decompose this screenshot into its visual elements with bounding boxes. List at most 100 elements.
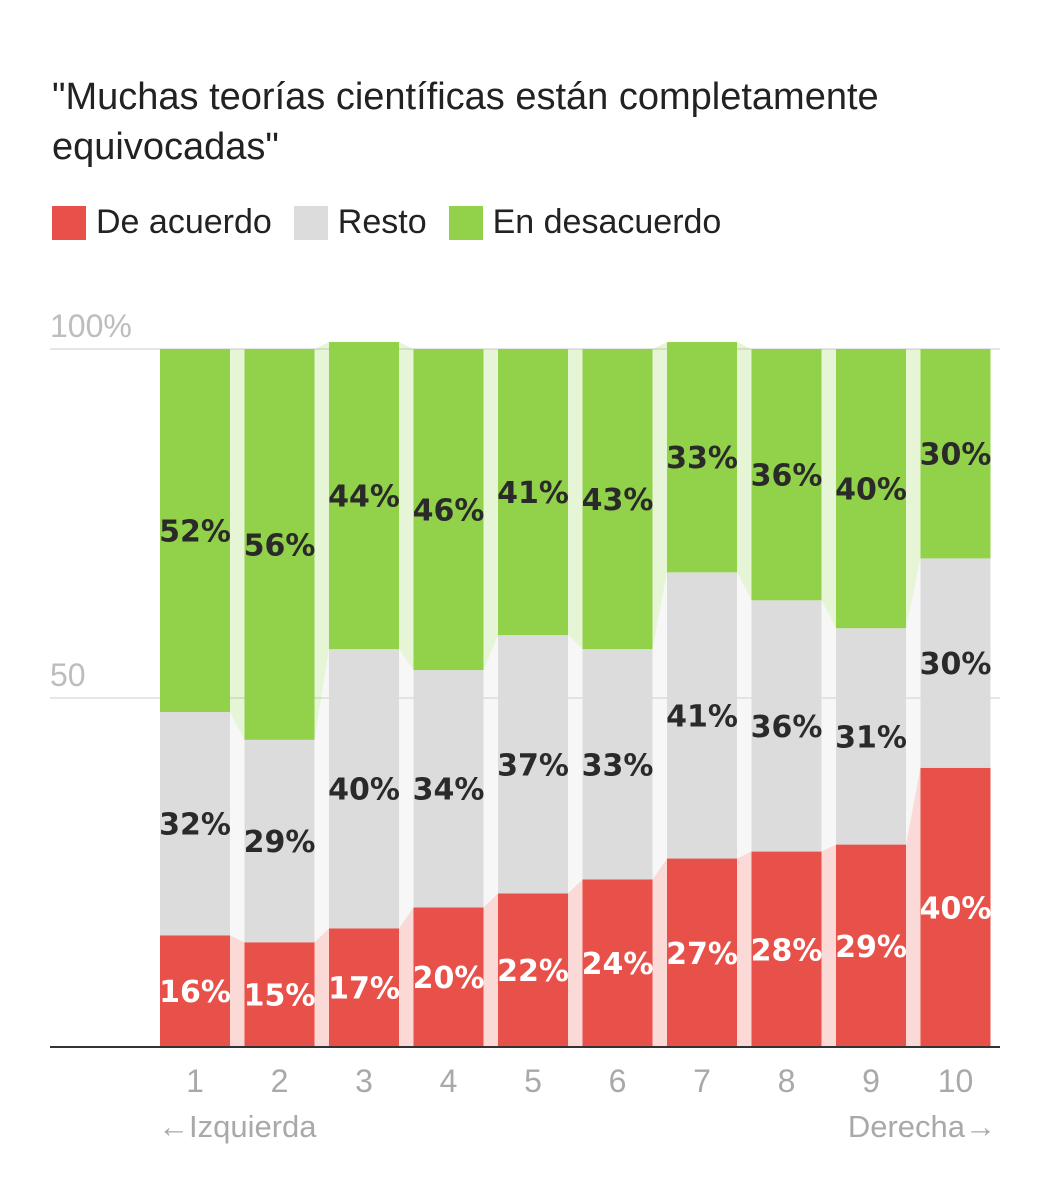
bar-resto-6 (582, 649, 653, 880)
connector-2-9-10 (906, 349, 921, 629)
connector-1-1-2 (230, 711, 245, 943)
data-label-de-acuerdo-6: 24% (582, 947, 654, 982)
data-label-en-desacuerdo-2: 56% (244, 528, 316, 563)
legend-label-en-desacuerdo: En desacuerdo (492, 203, 722, 241)
connector-1-8-9 (821, 600, 836, 852)
bar-de-acuerdo-10 (920, 767, 991, 1047)
x-tick-label-6: 6 (609, 1063, 627, 1099)
legend-label-resto: Resto (337, 203, 427, 241)
data-label-en-desacuerdo-3: 44% (328, 480, 400, 515)
bar-de-acuerdo-8 (751, 851, 822, 1047)
data-label-en-desacuerdo-8: 36% (751, 459, 823, 494)
data-label-resto-5: 37% (497, 748, 569, 783)
connector-1-6-7 (652, 572, 667, 880)
bar-resto-1 (160, 711, 230, 936)
connector-0-4-5 (483, 893, 498, 1047)
y-tick-label-50: 50 (50, 657, 86, 693)
connector-2-5-6 (568, 349, 583, 650)
connector-0-5-6 (568, 879, 583, 1047)
bar-de-acuerdo-1 (160, 935, 230, 1047)
x-tick-label-1: 1 (186, 1063, 204, 1099)
bar-de-acuerdo-6 (582, 879, 653, 1047)
connector-1-4-5 (483, 635, 498, 908)
data-label-resto-8: 36% (751, 710, 823, 745)
data-label-de-acuerdo-4: 20% (413, 961, 485, 996)
connector-1-9-10 (906, 558, 921, 845)
bar-en-desacuerdo-9 (836, 349, 906, 629)
connector-2-1-2 (230, 349, 245, 740)
data-label-en-desacuerdo-1: 52% (159, 514, 231, 549)
connector-2-7-8 (737, 342, 752, 601)
data-label-resto-4: 34% (413, 773, 485, 808)
bar-en-desacuerdo-2 (244, 349, 315, 740)
data-label-resto-3: 40% (328, 773, 400, 808)
bar-resto-7 (667, 572, 737, 859)
bar-resto-3 (329, 649, 399, 929)
data-label-resto-2: 29% (244, 825, 316, 860)
bar-resto-2 (244, 739, 315, 943)
data-label-de-acuerdo-8: 28% (751, 933, 823, 968)
connector-0-1-2 (230, 935, 245, 1047)
bar-resto-9 (836, 628, 906, 845)
x-tick-label-2: 2 (271, 1063, 289, 1099)
connector-2-6-7 (652, 342, 667, 650)
data-label-en-desacuerdo-4: 46% (413, 494, 485, 529)
legend-swatch-en-desacuerdo (448, 205, 483, 240)
x-tick-label-4: 4 (440, 1063, 458, 1099)
connector-1-2-3 (314, 649, 329, 943)
legend: De acuerdo Resto En desacuerdo (52, 203, 743, 242)
bar-en-desacuerdo-6 (582, 349, 653, 650)
legend-swatch-de-acuerdo (52, 205, 86, 240)
data-label-en-desacuerdo-7: 33% (666, 441, 738, 476)
data-label-resto-6: 33% (582, 748, 654, 783)
data-label-de-acuerdo-3: 17% (328, 972, 400, 1007)
bar-resto-10 (920, 558, 991, 768)
x-end-label-left: ←Izquierda (158, 1109, 317, 1144)
connector-0-3-4 (399, 907, 414, 1047)
data-label-en-desacuerdo-9: 40% (835, 473, 907, 508)
x-end-label-right: Derecha→ (848, 1109, 996, 1144)
connector-1-5-6 (568, 635, 583, 894)
bar-de-acuerdo-7 (667, 858, 737, 1047)
data-label-de-acuerdo-2: 15% (244, 979, 316, 1014)
data-label-en-desacuerdo-6: 43% (582, 483, 654, 518)
x-tick-label-10: 10 (938, 1063, 974, 1099)
connector-2-8-9 (821, 349, 836, 629)
bar-en-desacuerdo-1 (160, 349, 230, 712)
data-label-resto-10: 30% (920, 647, 992, 682)
bar-en-desacuerdo-3 (329, 342, 399, 650)
x-tick-label-8: 8 (778, 1063, 796, 1099)
data-label-de-acuerdo-1: 16% (159, 975, 231, 1010)
bar-de-acuerdo-3 (329, 928, 399, 1047)
x-tick-label-9: 9 (862, 1063, 880, 1099)
connector-1-7-8 (737, 572, 752, 859)
y-tick-label-100: 100% (50, 308, 132, 344)
bar-en-desacuerdo-10 (920, 349, 991, 559)
x-tick-label-5: 5 (524, 1063, 542, 1099)
bar-resto-4 (413, 670, 484, 908)
connector-0-2-3 (314, 928, 329, 1047)
connector-2-2-3 (314, 342, 329, 740)
legend-label-de-acuerdo: De acuerdo (96, 203, 272, 241)
data-label-resto-7: 41% (666, 699, 738, 734)
data-label-de-acuerdo-5: 22% (497, 954, 569, 989)
bar-en-desacuerdo-7 (667, 342, 737, 573)
legend-item-en-desacuerdo: En desacuerdo (448, 203, 722, 242)
legend-item-resto: Resto (293, 203, 427, 242)
bar-de-acuerdo-5 (498, 893, 568, 1047)
bar-en-desacuerdo-8 (751, 349, 822, 601)
bar-resto-8 (751, 600, 822, 852)
bar-de-acuerdo-2 (244, 942, 315, 1047)
data-label-de-acuerdo-7: 27% (666, 937, 738, 972)
x-tick-label-7: 7 (693, 1063, 711, 1099)
legend-swatch-resto (293, 205, 328, 240)
x-tick-label-3: 3 (355, 1063, 373, 1099)
legend-item-de-acuerdo: De acuerdo (52, 203, 272, 242)
data-label-resto-1: 32% (159, 808, 231, 843)
data-label-de-acuerdo-9: 29% (835, 930, 907, 965)
bar-en-desacuerdo-5 (498, 349, 568, 636)
data-label-en-desacuerdo-5: 41% (497, 476, 569, 511)
data-label-en-desacuerdo-10: 30% (920, 438, 992, 473)
connector-1-3-4 (399, 649, 414, 929)
connector-0-8-9 (821, 844, 836, 1047)
